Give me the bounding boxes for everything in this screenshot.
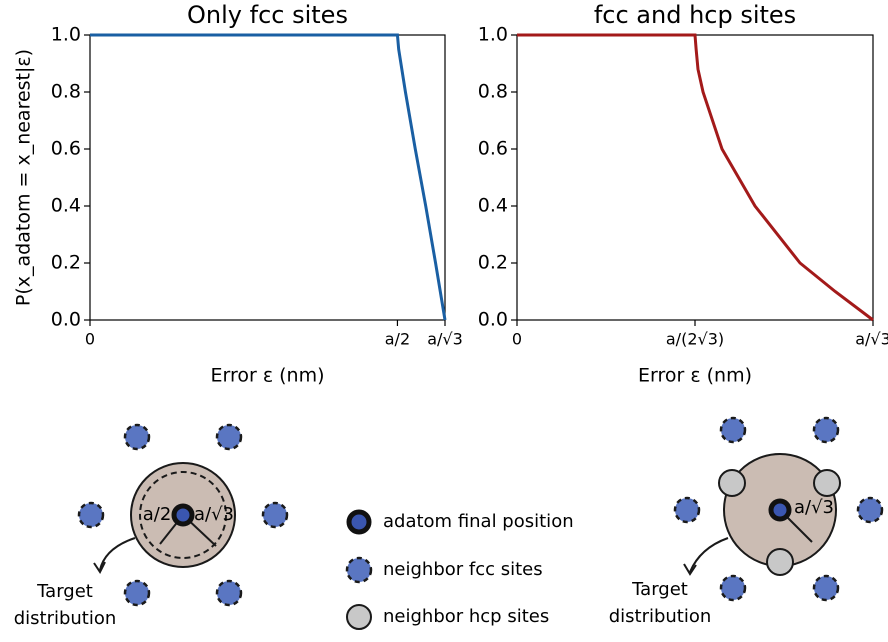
- legend-hcp: [346, 604, 372, 630]
- x-tick-label: a/√3: [427, 330, 463, 349]
- x-tick-label: a/√3: [855, 330, 888, 349]
- y-tick-label: 0.6: [51, 138, 81, 160]
- caption: distribution: [609, 606, 712, 627]
- radius-label: a/√3: [194, 504, 234, 525]
- adatom: [171, 503, 195, 527]
- fcc-site: [673, 496, 701, 524]
- x-tick-label: 0: [85, 330, 95, 349]
- y-tick-label: 0.0: [478, 309, 508, 331]
- x-tick-label: a/(2√3): [666, 330, 724, 349]
- x-tick-label: a/2: [385, 330, 410, 349]
- arrow-head: [683, 563, 697, 576]
- legend-label: neighbor hcp sites: [383, 606, 549, 627]
- y-tick-label: 0.4: [478, 195, 508, 217]
- plot-frame: [89, 34, 446, 321]
- fcc-site: [123, 423, 151, 451]
- fcc-site: [261, 501, 289, 529]
- radius-label: a/√3: [794, 497, 834, 518]
- fcc-site: [719, 416, 747, 444]
- legend-adatom: [346, 509, 372, 535]
- chart-title: Only fcc sites: [187, 1, 348, 29]
- fcc-site: [77, 501, 105, 529]
- x-axis-label: Error ε (nm): [210, 365, 324, 387]
- legend: adatom final position neighbor fcc sites…: [345, 509, 574, 630]
- hcp-site: [813, 469, 841, 497]
- arrow-head: [93, 561, 106, 574]
- arrow: [689, 537, 729, 573]
- radius-label: a/2: [143, 504, 172, 525]
- legend-label: adatom final position: [383, 511, 574, 532]
- y-tick-label: 0.2: [478, 252, 508, 274]
- caption: Target: [36, 581, 93, 602]
- fcc-site: [719, 574, 747, 602]
- x-tick-label: 0: [512, 330, 522, 349]
- fcc-site: [812, 574, 840, 602]
- fcc-site: [215, 423, 243, 451]
- x-axis-label: Error ε (nm): [638, 365, 752, 387]
- y-tick-label: 0.8: [478, 81, 508, 103]
- hcp-site: [766, 548, 794, 576]
- arrow: [99, 537, 136, 571]
- fcc-site: [215, 579, 243, 607]
- adatom: [768, 498, 792, 522]
- y-axis-label: P(x_adatom = x_nearest|ε): [13, 49, 35, 306]
- y-tick-label: 0.4: [51, 195, 81, 217]
- y-tick-label: 0.6: [478, 138, 508, 160]
- y-tick-label: 0.2: [51, 252, 81, 274]
- fcc-site: [812, 416, 840, 444]
- caption: distribution: [14, 608, 117, 629]
- inner-radius: [139, 471, 227, 559]
- chart-title: fcc and hcp sites: [594, 1, 796, 29]
- fcc-site: [856, 496, 884, 524]
- legend-label: neighbor fcc sites: [383, 559, 543, 580]
- fcc-site: [123, 579, 151, 607]
- diagram-hcp: a/√3 Target distribution: [609, 416, 884, 627]
- caption: Target: [631, 579, 688, 600]
- hcp-site: [718, 469, 746, 497]
- y-tick-label: 1.0: [51, 24, 81, 46]
- legend-fcc: [345, 556, 373, 584]
- line: [517, 33, 874, 322]
- y-tick-label: 0.0: [51, 309, 81, 331]
- diagram-fcc: a/2 a/√3 Target distribution: [14, 423, 289, 629]
- y-tick-label: 1.0: [478, 24, 508, 46]
- y-tick-label: 0.8: [51, 81, 81, 103]
- line: [90, 33, 447, 321]
